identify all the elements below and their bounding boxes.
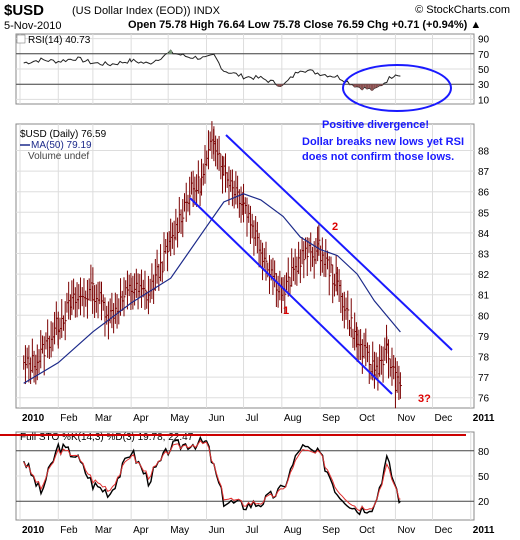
price-legend-ma: MA(50) 79.19 (31, 140, 92, 151)
x-label-feb: Feb (60, 525, 78, 536)
price-tick-77: 77 (478, 373, 490, 384)
price-tick-86: 86 (478, 188, 490, 199)
chart-date: 5-Nov-2010 (4, 20, 62, 32)
price-legend-volume: Volume undef (28, 151, 89, 162)
sto-tick-20: 20 (478, 497, 490, 508)
x-label-jun: Jun (208, 525, 224, 536)
rsi-tick-70: 70 (478, 50, 490, 61)
x-label-jul: Jul (246, 413, 259, 424)
x-label-mar: Mar (95, 525, 113, 536)
chart-instrument-name: (US Dollar Index (EOD)) INDX (72, 5, 220, 17)
comment-line-1: Dollar breaks new lows yet RSI (302, 136, 464, 148)
x-label-jul: Jul (246, 525, 259, 536)
x-label-sep: Sep (322, 525, 340, 536)
price-panel (15, 123, 475, 409)
x-label-jun: Jun (208, 413, 224, 424)
x-label-apr: Apr (133, 413, 149, 424)
sto-tick-50: 50 (478, 472, 490, 483)
price-tick-87: 87 (478, 167, 490, 178)
price-legend-symbol: $USD (Daily) 76.59 (20, 129, 107, 140)
sto-d-line (23, 439, 401, 512)
price-tick-83: 83 (478, 250, 490, 261)
ohlc-summary: Open 75.78 High 76.64 Low 75.78 Close 76… (128, 19, 482, 31)
x-label-oct: Oct (359, 525, 375, 536)
price-tick-76: 76 (478, 394, 490, 405)
x-label-sep: Sep (322, 413, 340, 424)
rsi-tick-30: 30 (478, 80, 490, 91)
price-x-labels: 2010 Feb Mar Apr May Jun Jul Aug Sep Oct Nov Dec 201… (22, 413, 495, 424)
x-label-mar: Mar (95, 413, 113, 424)
point-3-label: 3? (418, 393, 431, 405)
x-label-2011: 2011 (473, 413, 495, 424)
x-label-dec: Dec (434, 525, 452, 536)
ma50-line (23, 193, 401, 384)
price-tick-78: 78 (478, 353, 490, 364)
x-label-apr: Apr (133, 525, 149, 536)
channel-upper-line (225, 134, 453, 351)
x-label-nov: Nov (397, 525, 415, 536)
x-label-oct: Oct (359, 413, 375, 424)
price-tick-81: 81 (478, 291, 490, 302)
price-tick-85: 85 (478, 208, 490, 219)
x-label-2011: 2011 (473, 525, 495, 536)
sto-label: Full STO %K(14,3) %D(3) 19.78, 22.47 (20, 432, 194, 443)
divergence-ellipse (342, 64, 452, 112)
rsi-tick-50: 50 (478, 65, 490, 76)
positive-divergence-label: Positive divergence! (322, 119, 429, 131)
sto-tick-80: 80 (478, 447, 490, 458)
x-label-2010: 2010 (22, 413, 45, 424)
price-tick-82: 82 (478, 270, 490, 281)
comment-line-2: does not confirm those lows. (302, 151, 454, 163)
chart-symbol: $USD (4, 2, 45, 19)
copyright-label: © StockCharts.com (415, 4, 510, 16)
x-label-may: May (170, 525, 189, 536)
price-tick-88: 88 (478, 147, 490, 158)
x-label-dec: Dec (434, 413, 452, 424)
rsi-tick-10: 10 (478, 95, 490, 106)
rsi-legend-swatch (16, 34, 26, 44)
rsi-label: RSI(14) 40.73 (28, 35, 91, 46)
rsi-tick-labels: 90 70 50 30 10 (478, 35, 490, 107)
price-tick-79: 79 (478, 332, 490, 343)
rsi-line (23, 49, 401, 92)
x-label-nov: Nov (397, 413, 415, 424)
data-layer (16, 49, 474, 516)
x-label-feb: Feb (60, 413, 78, 424)
x-label-may: May (170, 413, 189, 424)
sto-x-labels: 2010 Feb Mar Apr May Jun Jul Aug Sep Oct Nov Dec 201… (22, 525, 495, 536)
price-tick-80: 80 (478, 311, 490, 322)
price-tick-labels: 88 87 86 85 84 83 82 81 80 79 78 77 76 (478, 147, 490, 405)
sto-tick-labels: 80 50 20 (478, 447, 490, 508)
point-1-label: 1 (283, 305, 289, 317)
rsi-tick-90: 90 (478, 35, 490, 46)
x-label-aug: Aug (284, 525, 302, 536)
x-label-2010: 2010 (22, 525, 45, 536)
point-2-label: 2 (332, 221, 338, 233)
price-tick-84: 84 (478, 229, 490, 240)
channel-lower-line (189, 197, 393, 395)
x-label-aug: Aug (284, 413, 302, 424)
sto-k-line (23, 435, 401, 516)
